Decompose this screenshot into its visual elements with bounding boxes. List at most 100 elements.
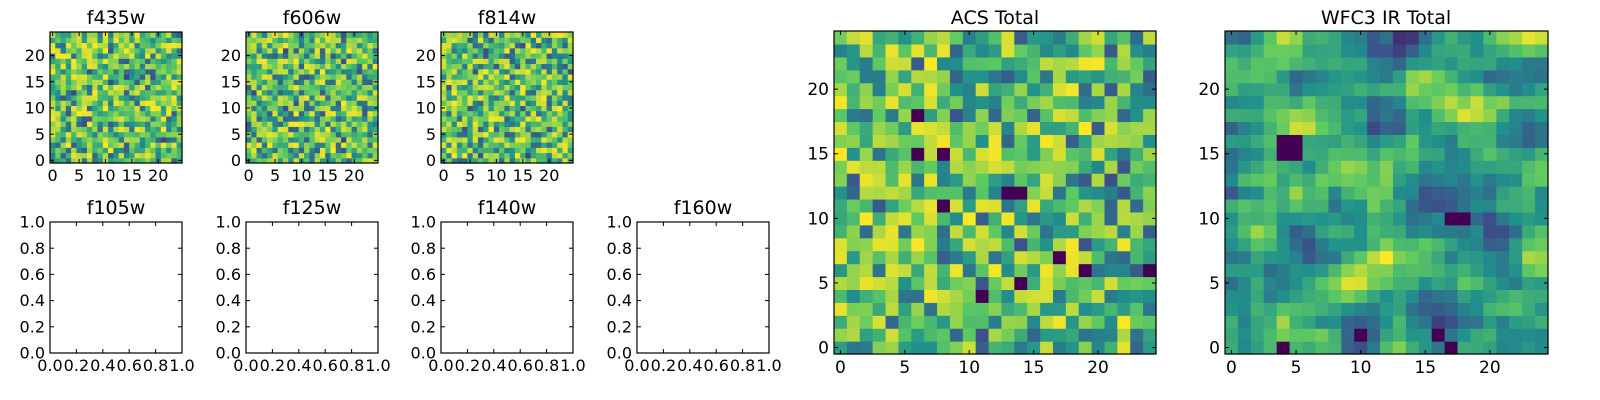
heatmap-cell <box>60 63 67 70</box>
heatmap-cell <box>277 37 284 44</box>
heatmap-cell <box>150 52 157 59</box>
heatmap-cell <box>937 276 951 290</box>
heatmap-cell <box>493 121 500 127</box>
heatmap-cell <box>1380 82 1394 97</box>
heatmap-cell <box>483 157 490 164</box>
heatmap-cell <box>898 43 912 58</box>
heatmap-cell <box>859 211 874 226</box>
heatmap-cell <box>246 142 252 148</box>
heatmap-cell <box>97 68 104 75</box>
heatmap-cell <box>541 58 548 65</box>
heatmap-cell <box>467 84 474 91</box>
heatmap-cell <box>1522 95 1536 110</box>
heatmap-cell <box>1225 224 1239 239</box>
heatmap-cell <box>246 126 252 133</box>
heatmap-cell <box>872 250 887 265</box>
y-tick-label: 0 <box>426 151 436 170</box>
heatmap-cell <box>509 152 516 159</box>
heatmap-cell <box>1509 211 1523 226</box>
heatmap-cell <box>1052 147 1067 161</box>
heatmap-cell <box>86 52 93 59</box>
heatmap-cell <box>885 186 899 200</box>
heatmap-cell <box>1091 302 1106 316</box>
heatmap-cell <box>341 147 347 154</box>
heatmap-cell <box>1509 198 1523 213</box>
x-tick-label: 0.6 <box>116 356 141 375</box>
heatmap-cell <box>483 47 490 54</box>
heatmap-cell <box>456 142 463 148</box>
heatmap-cell <box>118 110 125 117</box>
heatmap-cell <box>472 115 479 122</box>
heatmap-cell <box>282 136 289 143</box>
heatmap-cell <box>509 42 516 49</box>
heatmap-cell <box>282 32 289 38</box>
heatmap-cell <box>92 47 99 54</box>
heatmap-cell <box>1392 276 1407 290</box>
heatmap-cell <box>451 121 458 127</box>
heatmap-cell <box>834 186 848 200</box>
heatmap-cell <box>1302 315 1317 329</box>
heatmap-cell <box>557 147 564 154</box>
heatmap-cell <box>1001 108 1015 123</box>
heatmap-cell <box>372 84 379 91</box>
heatmap-cell <box>134 105 141 112</box>
heatmap-cell <box>514 63 521 70</box>
heatmap-cell <box>1328 95 1342 110</box>
heatmap-cell <box>267 142 273 148</box>
heatmap-cell <box>451 32 458 38</box>
heatmap-cell <box>467 147 474 154</box>
heatmap-cell <box>1470 31 1484 45</box>
heatmap-cell <box>108 136 114 143</box>
heatmap-cell <box>129 52 136 59</box>
heatmap-cell <box>551 157 558 164</box>
heatmap-cell <box>536 152 542 159</box>
heatmap-cell <box>546 110 553 117</box>
heatmap-cell <box>108 68 114 75</box>
heatmap-cell <box>97 84 104 91</box>
heatmap-cell <box>1418 121 1433 135</box>
heatmap-cell <box>975 198 990 213</box>
heatmap-cell <box>65 126 72 133</box>
heatmap-cell <box>1014 263 1028 278</box>
heatmap-cell <box>1380 31 1394 45</box>
heatmap-cell <box>272 115 279 122</box>
heatmap-cell <box>1014 211 1028 226</box>
heatmap-cell <box>1052 134 1067 148</box>
heatmap-cell <box>325 52 332 59</box>
heatmap-cell <box>1276 224 1291 239</box>
heatmap-cell <box>1225 69 1239 84</box>
heatmap-cell <box>251 47 258 54</box>
heatmap-cell <box>298 152 305 159</box>
heatmap-cell <box>1367 82 1381 97</box>
heatmap-cell <box>1522 328 1536 342</box>
heatmap-cell <box>975 95 990 110</box>
heatmap-cell <box>1444 198 1459 213</box>
heatmap-cell <box>1040 302 1054 316</box>
heatmap-cell <box>441 68 447 75</box>
heatmap-cell <box>1431 250 1446 265</box>
heatmap-cell <box>509 68 516 75</box>
heatmap-cell <box>1276 56 1291 71</box>
heatmap-cell <box>924 224 938 239</box>
heatmap-cell <box>351 115 358 122</box>
heatmap-cell <box>911 289 925 303</box>
heatmap-cell <box>325 63 332 70</box>
heatmap-cell <box>499 105 505 112</box>
heatmap-cell <box>325 89 332 96</box>
heatmap-cell <box>351 126 358 133</box>
heatmap-cell <box>514 52 521 59</box>
heatmap-cell <box>1380 250 1394 265</box>
heatmap-cell <box>1328 250 1342 265</box>
heatmap-cell <box>1027 250 1041 265</box>
heatmap-cell <box>885 69 899 84</box>
heatmap-cell <box>1091 56 1106 71</box>
heatmap-cell <box>319 147 326 154</box>
heatmap-cell <box>525 152 532 159</box>
heatmap-cell <box>1052 56 1067 71</box>
heatmap-cell <box>1276 160 1291 174</box>
heatmap-cell <box>483 142 490 148</box>
heatmap-cell <box>988 56 1003 71</box>
heatmap-cell <box>123 115 130 122</box>
heatmap-cell <box>885 302 899 316</box>
heatmap-cell <box>166 157 173 164</box>
